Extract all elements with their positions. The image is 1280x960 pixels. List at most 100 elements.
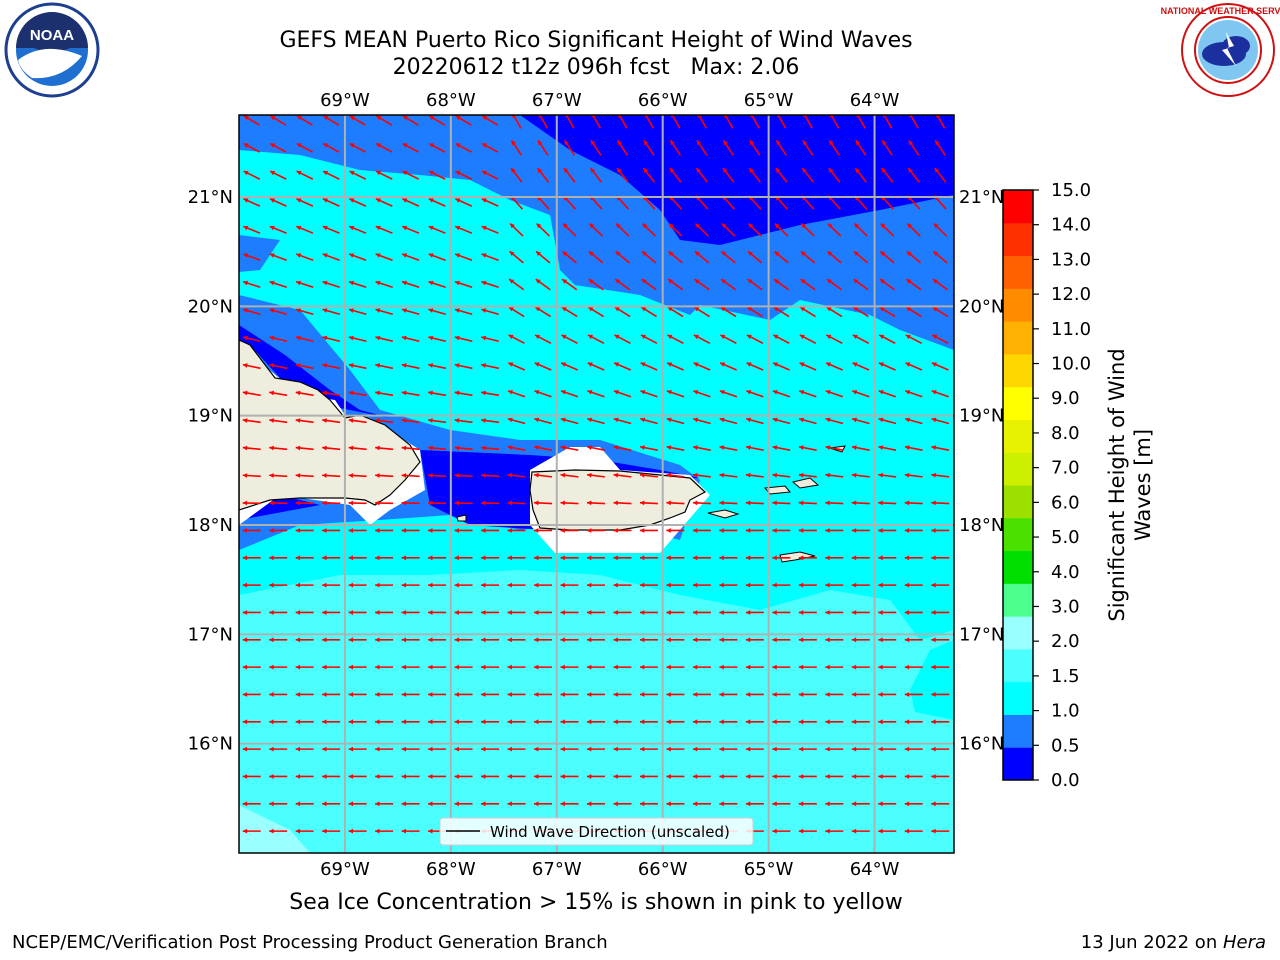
wave-arrow bbox=[242, 280, 261, 288]
wave-arrow bbox=[719, 692, 738, 697]
wave-arrow bbox=[428, 363, 447, 370]
wave-arrow bbox=[295, 637, 314, 643]
wave-arrow bbox=[855, 139, 867, 156]
wave-arrow bbox=[295, 473, 314, 478]
wave-arrow bbox=[799, 306, 816, 318]
wave-arrow bbox=[348, 637, 367, 643]
wave-arrow bbox=[931, 828, 950, 834]
wave-arrow bbox=[296, 170, 314, 180]
wave-arrow bbox=[640, 334, 658, 345]
wave-arrow bbox=[534, 637, 553, 643]
wave-arrow bbox=[851, 555, 870, 561]
wave-arrow bbox=[402, 115, 419, 126]
wave-arrow bbox=[851, 528, 870, 533]
wave-arrow bbox=[560, 582, 579, 588]
wave-arrow bbox=[375, 142, 393, 153]
wave-arrow bbox=[667, 278, 684, 291]
wave-arrow bbox=[798, 472, 817, 478]
wave-arrow bbox=[375, 445, 394, 451]
wave-arrow bbox=[904, 664, 923, 670]
wave-arrow bbox=[745, 610, 764, 615]
wave-arrow bbox=[375, 280, 393, 288]
wave-arrow bbox=[401, 445, 420, 451]
puerto-rico-land bbox=[529, 469, 707, 531]
wave-arrow bbox=[348, 774, 367, 779]
wave-arrow bbox=[243, 198, 261, 207]
wave-arrow bbox=[535, 278, 551, 291]
wave-arrow bbox=[348, 746, 367, 752]
lon-tick-label-bottom: 69°W bbox=[320, 859, 370, 880]
colorbar-segment bbox=[1003, 517, 1033, 552]
wave-arrow bbox=[666, 692, 685, 697]
wave-arrow bbox=[746, 334, 764, 345]
wave-arrow bbox=[242, 253, 261, 261]
wave-arrow bbox=[454, 664, 473, 670]
wave-arrow bbox=[667, 334, 684, 345]
wave-arrow bbox=[402, 142, 419, 153]
wave-arrow bbox=[375, 335, 394, 343]
footer-date-text: 13 Jun 2022 on bbox=[1080, 932, 1223, 953]
wave-arrow bbox=[668, 250, 683, 264]
wave-arrow bbox=[508, 306, 525, 318]
wave-arrow bbox=[825, 774, 844, 779]
colorbar-segment bbox=[1003, 222, 1033, 257]
wave-arrow bbox=[322, 500, 341, 506]
wave-arrow bbox=[828, 139, 840, 156]
wave-arrow bbox=[719, 801, 738, 807]
wave-arrow bbox=[322, 363, 341, 370]
colorbar-segment bbox=[1003, 485, 1033, 519]
wave-arrow bbox=[322, 637, 341, 643]
wave-arrow bbox=[295, 253, 314, 261]
wave-arrow bbox=[295, 528, 314, 533]
wave-arrow bbox=[401, 555, 420, 561]
wave-arrow bbox=[322, 664, 341, 670]
wave-arrow bbox=[908, 139, 920, 156]
wave-arrow bbox=[692, 746, 711, 752]
wave-arrow bbox=[772, 500, 791, 506]
wave-arrow bbox=[401, 280, 420, 288]
wave-arrow bbox=[348, 664, 367, 670]
wave-arrow bbox=[878, 390, 897, 398]
wave-arrow bbox=[719, 637, 738, 643]
wave-arrow bbox=[481, 582, 500, 588]
colorbar-tick-label: 11.0 bbox=[1051, 319, 1091, 340]
wave-arrow bbox=[745, 692, 764, 697]
wave-arrow bbox=[348, 719, 367, 725]
wave-arrow bbox=[428, 774, 447, 779]
wave-arrow bbox=[906, 250, 922, 264]
wave-arrow bbox=[428, 335, 447, 343]
colorbar-segment bbox=[1003, 386, 1033, 420]
wave-arrow bbox=[639, 719, 658, 725]
wave-arrow bbox=[534, 445, 552, 451]
wave-arrow bbox=[772, 472, 791, 478]
lon-tick-label-top: 67°W bbox=[532, 90, 582, 111]
wave-arrow bbox=[693, 362, 711, 371]
wave-arrow bbox=[295, 555, 314, 561]
wave-arrow bbox=[375, 418, 394, 424]
wave-arrow bbox=[696, 139, 708, 156]
wave-arrow bbox=[243, 170, 261, 180]
wave-arrow bbox=[879, 306, 896, 318]
wave-arrow bbox=[878, 528, 897, 533]
wave-arrow bbox=[269, 170, 287, 180]
wave-arrow bbox=[586, 692, 605, 697]
wave-arrow bbox=[851, 719, 870, 725]
wave-arrow bbox=[747, 222, 762, 237]
wave-arrow bbox=[322, 582, 341, 588]
wave-arrow bbox=[348, 363, 367, 370]
wave-arrow bbox=[932, 278, 948, 291]
wave-arrow bbox=[745, 528, 764, 533]
wave-arrow bbox=[719, 472, 738, 478]
colorbar-tick-label: 15.0 bbox=[1051, 180, 1091, 201]
wave-arrow bbox=[587, 390, 605, 398]
chart-title: GEFS MEAN Puerto Rico Significant Height… bbox=[279, 28, 913, 53]
wave-arrow bbox=[242, 308, 261, 316]
wave-arrow bbox=[507, 500, 526, 506]
wave-arrow bbox=[720, 250, 736, 264]
wave-arrow bbox=[798, 610, 817, 615]
wave-arrow bbox=[455, 115, 472, 126]
wave-arrow bbox=[640, 362, 658, 371]
wave-arrow bbox=[694, 222, 709, 237]
wave-arrow bbox=[428, 280, 446, 288]
wave-arrow bbox=[586, 500, 605, 506]
